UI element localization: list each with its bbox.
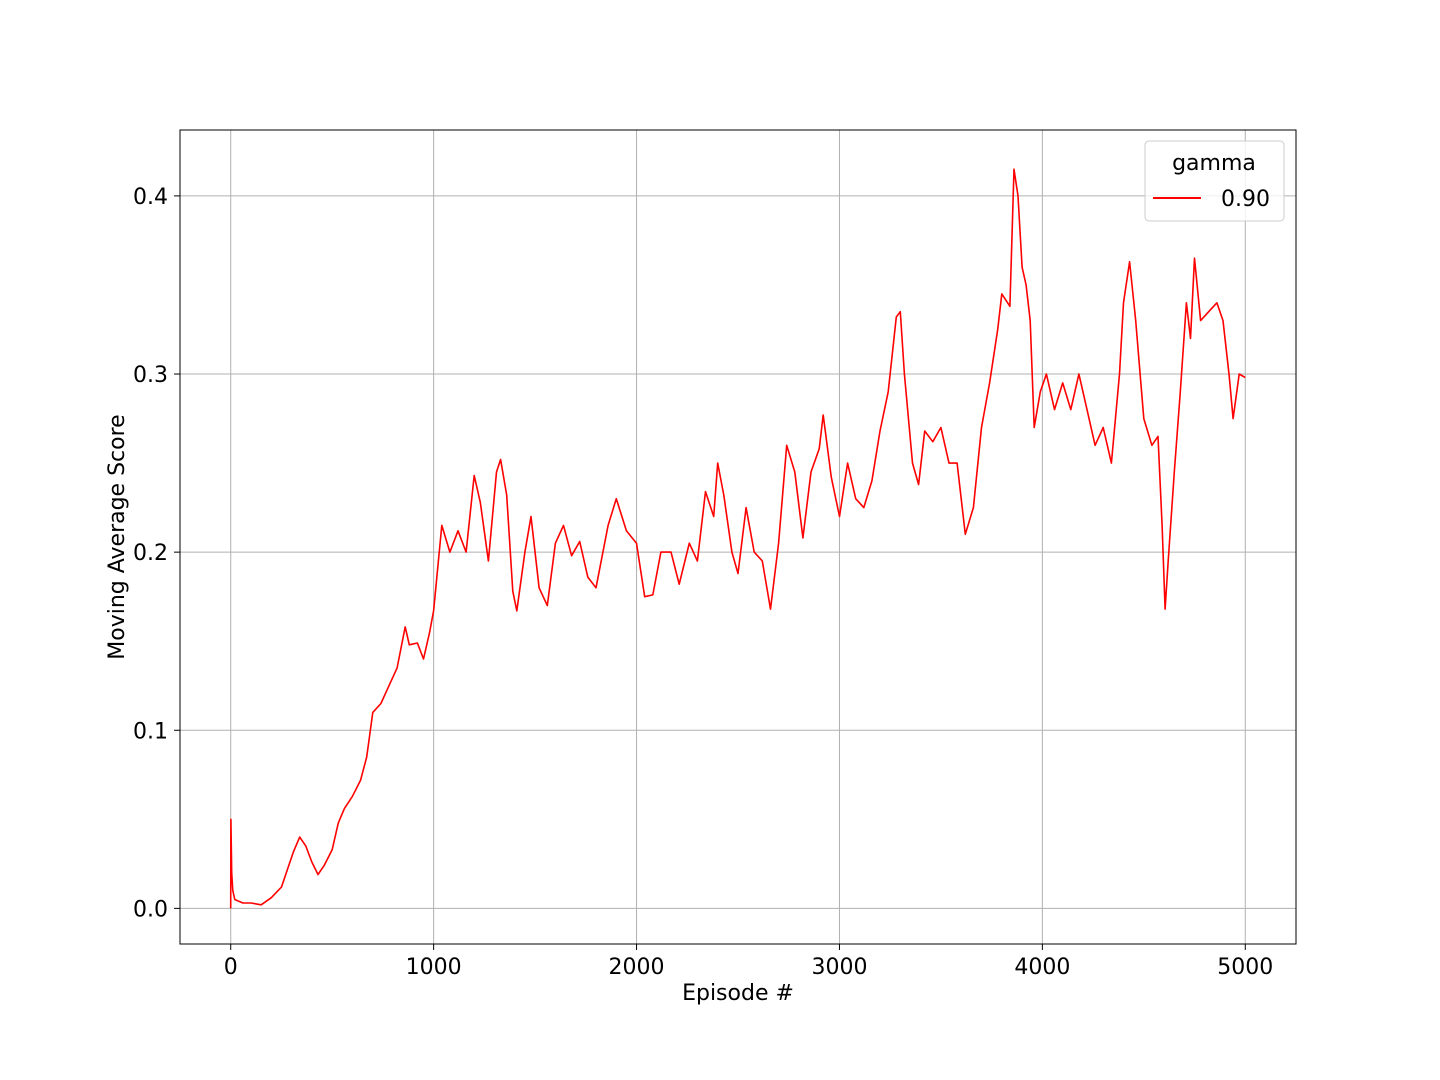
x-axis-ticks: 0 1000 2000 3000 4000 5000 <box>224 944 1273 980</box>
legend-title: gamma <box>1172 151 1256 176</box>
grid <box>180 130 1296 944</box>
legend: gamma 0.90 <box>1144 140 1285 222</box>
x-tick-label: 0 <box>224 955 238 980</box>
y-tick-label: 0.0 <box>133 897 168 922</box>
y-tick-label: 0.3 <box>133 363 168 388</box>
x-tick-label: 4000 <box>1014 955 1070 980</box>
series-line-0 <box>229 168 1246 909</box>
x-tick-label: 5000 <box>1217 955 1273 980</box>
x-axis-label: Episode # <box>682 981 794 1006</box>
legend-entry-label: 0.90 <box>1221 187 1270 212</box>
series-layer <box>229 168 1246 909</box>
y-axis-label: Moving Average Score <box>105 414 130 659</box>
y-tick-label: 0.2 <box>133 541 168 566</box>
y-tick-label: 0.4 <box>133 185 168 210</box>
y-axis-ticks: 0.0 0.1 0.2 0.3 0.4 <box>133 185 180 922</box>
x-tick-label: 1000 <box>406 955 462 980</box>
x-tick-label: 3000 <box>811 955 867 980</box>
y-tick-label: 0.1 <box>133 719 168 744</box>
x-tick-label: 2000 <box>609 955 665 980</box>
plot-area-frame <box>179 129 1297 945</box>
legend-frame <box>1144 140 1285 222</box>
